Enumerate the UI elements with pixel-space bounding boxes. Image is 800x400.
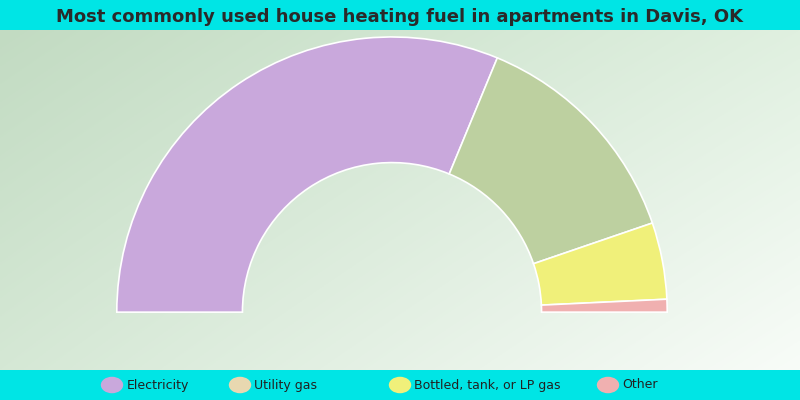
- Ellipse shape: [389, 377, 411, 393]
- Text: Electricity: Electricity: [126, 378, 189, 392]
- Text: Utility gas: Utility gas: [254, 378, 318, 392]
- Wedge shape: [534, 223, 667, 305]
- Wedge shape: [450, 58, 652, 264]
- Ellipse shape: [229, 377, 251, 393]
- Wedge shape: [117, 37, 498, 312]
- Text: Bottled, tank, or LP gas: Bottled, tank, or LP gas: [414, 378, 561, 392]
- Ellipse shape: [597, 377, 619, 393]
- Text: Most commonly used house heating fuel in apartments in Davis, OK: Most commonly used house heating fuel in…: [57, 8, 743, 26]
- Ellipse shape: [101, 377, 123, 393]
- Text: Other: Other: [622, 378, 658, 392]
- Wedge shape: [542, 299, 667, 312]
